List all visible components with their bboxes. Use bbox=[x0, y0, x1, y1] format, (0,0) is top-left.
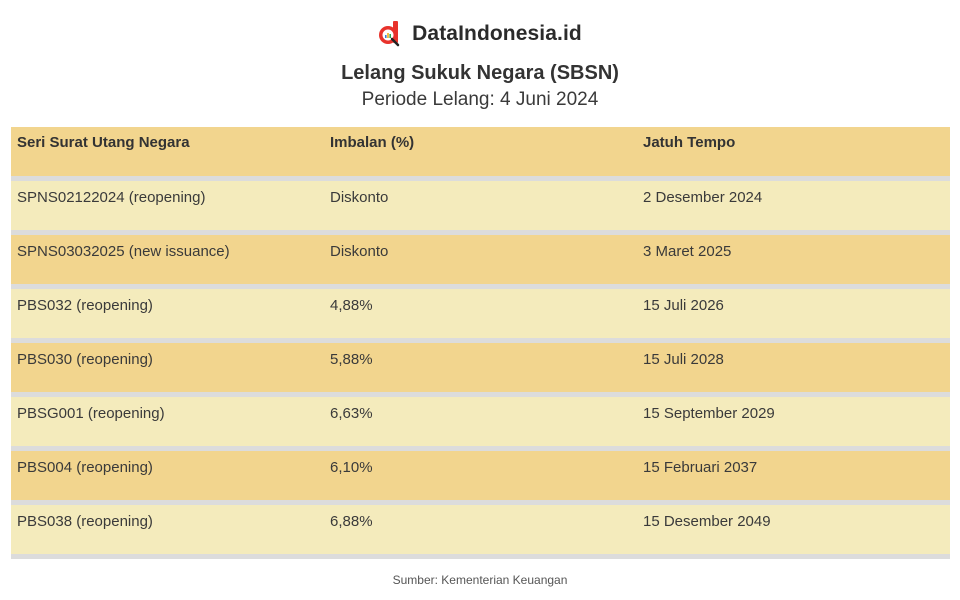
dataindonesia-logo-icon bbox=[378, 21, 402, 47]
row-divider bbox=[11, 446, 950, 451]
row-divider bbox=[11, 176, 950, 181]
cell-series: SPNS02122024 (reopening) bbox=[17, 189, 206, 206]
cell-series: PBS030 (reopening) bbox=[17, 351, 153, 368]
auction-table: Seri Surat Utang Negara Imbalan (%) Jatu… bbox=[11, 127, 950, 559]
column-header-series: Seri Surat Utang Negara bbox=[17, 134, 190, 151]
cell-series: PBS038 (reopening) bbox=[17, 513, 153, 530]
cell-maturity: 2 Desember 2024 bbox=[643, 189, 763, 206]
cell-maturity: 15 Juli 2028 bbox=[643, 351, 724, 368]
cell-maturity: 15 September 2029 bbox=[643, 405, 775, 422]
cell-yield: Diskonto bbox=[330, 189, 389, 206]
cell-series: PBS032 (reopening) bbox=[17, 297, 153, 314]
cell-yield: 5,88% bbox=[330, 351, 373, 368]
table-row: PBS004 (reopening) 6,10% 15 Februari 203… bbox=[11, 451, 950, 500]
cell-maturity: 3 Maret 2025 bbox=[643, 243, 732, 260]
page-title: Lelang Sukuk Negara (SBSN) bbox=[341, 62, 619, 84]
cell-yield: 6,88% bbox=[330, 513, 373, 530]
cell-maturity: 15 Desember 2049 bbox=[643, 513, 771, 530]
cell-series: PBS004 (reopening) bbox=[17, 459, 153, 476]
brand-header: DataIndonesia.id bbox=[0, 21, 960, 47]
cell-series: PBSG001 (reopening) bbox=[17, 405, 165, 422]
cell-yield: 6,63% bbox=[330, 405, 373, 422]
cell-yield: 6,10% bbox=[330, 459, 373, 476]
table-row: PBSG001 (reopening) 6,63% 15 September 2… bbox=[11, 397, 950, 446]
row-divider bbox=[11, 554, 950, 559]
row-divider bbox=[11, 230, 950, 235]
row-divider bbox=[11, 392, 950, 397]
table-row: PBS038 (reopening) 6,88% 15 Desember 204… bbox=[11, 505, 950, 554]
table-row: PBS030 (reopening) 5,88% 15 Juli 2028 bbox=[11, 343, 950, 392]
table-row: SPNS02122024 (reopening) Diskonto 2 Dese… bbox=[11, 181, 950, 230]
page-subtitle: Periode Lelang: 4 Juni 2024 bbox=[361, 89, 599, 110]
row-divider bbox=[11, 284, 950, 289]
column-header-yield: Imbalan (%) bbox=[330, 134, 415, 151]
cell-yield: Diskonto bbox=[330, 243, 389, 260]
source-note: Sumber: Kementerian Keuangan bbox=[392, 573, 568, 587]
table-row: PBS032 (reopening) 4,88% 15 Juli 2026 bbox=[11, 289, 950, 338]
cell-series: SPNS03032025 (new issuance) bbox=[17, 243, 230, 260]
cell-maturity: 15 Februari 2037 bbox=[643, 459, 758, 476]
brand-name: DataIndonesia.id bbox=[412, 22, 582, 45]
table-header-row: Seri Surat Utang Negara Imbalan (%) Jatu… bbox=[11, 127, 950, 176]
row-divider bbox=[11, 500, 950, 505]
column-header-maturity: Jatuh Tempo bbox=[643, 134, 736, 151]
table-row: SPNS03032025 (new issuance) Diskonto 3 M… bbox=[11, 235, 950, 284]
cell-maturity: 15 Juli 2026 bbox=[643, 297, 724, 314]
cell-yield: 4,88% bbox=[330, 297, 373, 314]
row-divider bbox=[11, 338, 950, 343]
